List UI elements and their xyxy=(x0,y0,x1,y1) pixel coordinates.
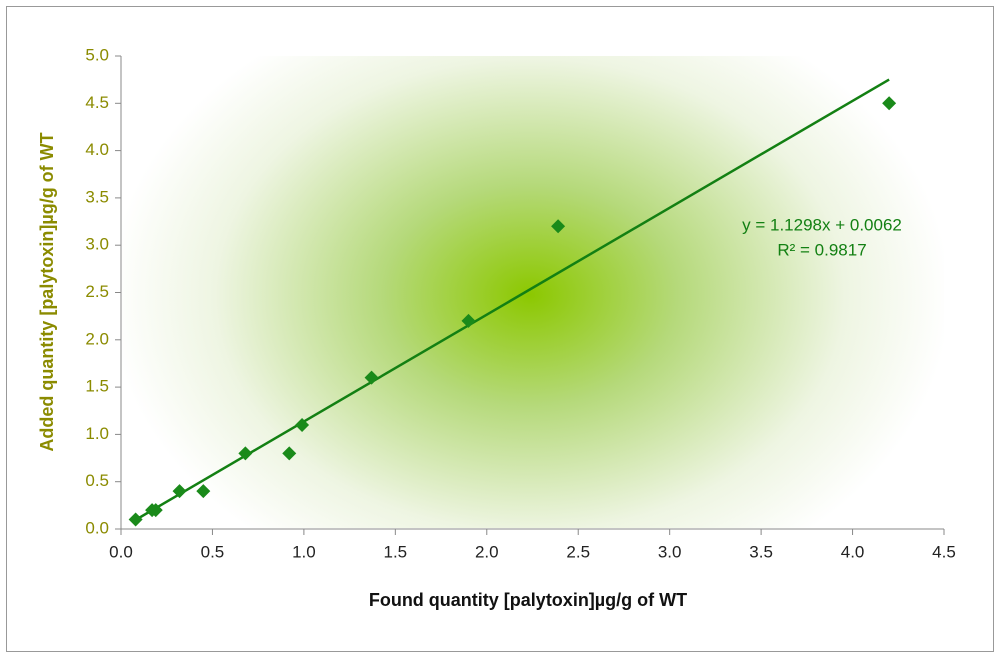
x-tick-label: 4.5 xyxy=(932,542,956,561)
y-axis-title: Added quantity [palytoxin]µg/g of WT xyxy=(37,132,57,451)
data-point xyxy=(196,484,211,499)
y-tick-label: 1.0 xyxy=(85,424,109,443)
data-point xyxy=(172,484,187,499)
x-tick-label: 1.5 xyxy=(384,542,408,561)
r-squared: R² = 0.9817 xyxy=(777,240,866,259)
trendline-equation: y = 1.1298x + 0.0062 xyxy=(742,215,902,234)
x-tick-label: 2.5 xyxy=(566,542,590,561)
data-point xyxy=(128,512,143,527)
y-tick-label: 3.0 xyxy=(85,235,109,254)
y-tick-label: 3.5 xyxy=(85,187,109,206)
x-tick-label: 2.0 xyxy=(475,542,499,561)
data-point xyxy=(551,219,566,234)
y-tick-label: 1.5 xyxy=(85,377,109,396)
trendline xyxy=(135,78,890,521)
x-tick-label: 4.0 xyxy=(841,542,865,561)
y-tick-label: 5.0 xyxy=(85,45,109,64)
data-point xyxy=(364,370,379,385)
y-tick-label: 0.5 xyxy=(85,471,109,490)
x-tick-label: 0.5 xyxy=(201,542,225,561)
y-tick-label: 4.0 xyxy=(85,140,109,159)
x-tick-label: 1.0 xyxy=(292,542,316,561)
x-axis-title: Found quantity [palytoxin]µg/g of WT xyxy=(369,590,687,610)
data-point xyxy=(461,313,476,328)
y-tick-label: 2.5 xyxy=(85,282,109,301)
x-tick-label: 0.0 xyxy=(109,542,133,561)
data-point xyxy=(238,446,253,461)
plot-background xyxy=(122,56,944,528)
y-tick-label: 4.5 xyxy=(85,93,109,112)
data-point xyxy=(882,96,897,111)
y-tick-label: 2.0 xyxy=(85,329,109,348)
data-point xyxy=(295,417,310,432)
y-tick-label: 0.0 xyxy=(85,518,109,537)
x-tick-label: 3.0 xyxy=(658,542,682,561)
data-point xyxy=(148,503,163,518)
x-tick-label: 3.5 xyxy=(749,542,773,561)
data-point xyxy=(282,446,297,461)
